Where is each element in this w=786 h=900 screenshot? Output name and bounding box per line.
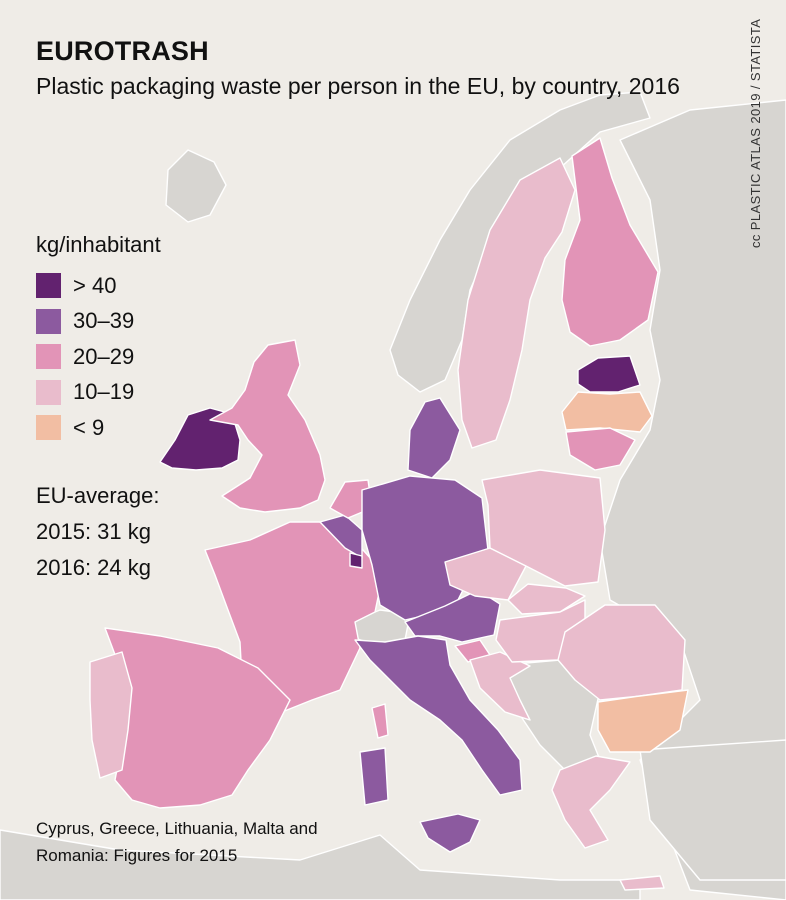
non-eu-land xyxy=(0,91,786,900)
eu-average-2016: 2016: 24 kg xyxy=(36,555,151,580)
country-portugal xyxy=(89,651,133,779)
country-ireland xyxy=(159,407,241,471)
country-belgium xyxy=(319,514,363,559)
legend-item: > 40 xyxy=(36,268,161,304)
page-title: EUROTRASH xyxy=(36,36,209,66)
turkey xyxy=(639,739,786,881)
eu-average-2015: 2015: 31 kg xyxy=(36,519,151,544)
country-poland xyxy=(481,469,606,587)
page-subtitle: Plastic packaging waste per person in th… xyxy=(36,73,680,99)
country-bulgaria xyxy=(597,689,689,753)
country-austria xyxy=(404,589,501,643)
country-crete xyxy=(619,875,665,891)
country-finland xyxy=(561,137,659,347)
footnote: Cyprus, Greece, Lithuania, Malta and Rom… xyxy=(36,819,318,865)
eu-countries xyxy=(89,137,689,891)
legend-item: 10–19 xyxy=(36,375,161,411)
legend-item: 30–39 xyxy=(36,304,161,340)
legend-swatch xyxy=(36,273,61,299)
legend-swatch xyxy=(36,415,61,441)
map-legend: kg/inhabitant > 40 30–39 20–29 10–19 < 9 xyxy=(36,232,161,446)
russia-belarus-ukraine xyxy=(599,99,786,900)
legend-label: > 40 xyxy=(73,272,117,298)
legend-title: kg/inhabitant xyxy=(36,232,161,257)
legend-label: < 9 xyxy=(73,414,105,440)
iceland xyxy=(165,149,227,223)
legend-label: 20–29 xyxy=(73,343,135,369)
legend-item: 20–29 xyxy=(36,339,161,375)
country-sicily xyxy=(419,813,481,853)
country-estonia xyxy=(577,355,641,393)
country-lithuania xyxy=(565,427,636,471)
eu-average-heading: EU-average: xyxy=(36,483,160,508)
legend-swatch xyxy=(36,379,61,405)
source-credit: cc PLASTIC ATLAS 2019 / STATISTA xyxy=(748,18,763,248)
country-luxembourg xyxy=(349,552,363,569)
country-denmark xyxy=(407,397,461,479)
country-slovakia xyxy=(507,583,586,615)
norway xyxy=(389,91,651,393)
legend-label: 10–19 xyxy=(73,379,135,405)
country-greece xyxy=(551,755,631,849)
country-united-kingdom xyxy=(209,339,326,513)
country-italy xyxy=(354,635,523,796)
country-corsica xyxy=(371,703,389,739)
legend-item: < 9 xyxy=(36,410,161,446)
country-sweden xyxy=(457,157,576,449)
country-sardinia xyxy=(359,747,389,806)
north-africa xyxy=(0,829,641,900)
legend-swatch xyxy=(36,308,61,334)
legend-swatch xyxy=(36,344,61,370)
country-latvia xyxy=(561,391,653,433)
legend-label: 30–39 xyxy=(73,308,135,334)
eu-average: EU-average: 2015: 31 kg 2016: 24 kg xyxy=(36,478,160,586)
